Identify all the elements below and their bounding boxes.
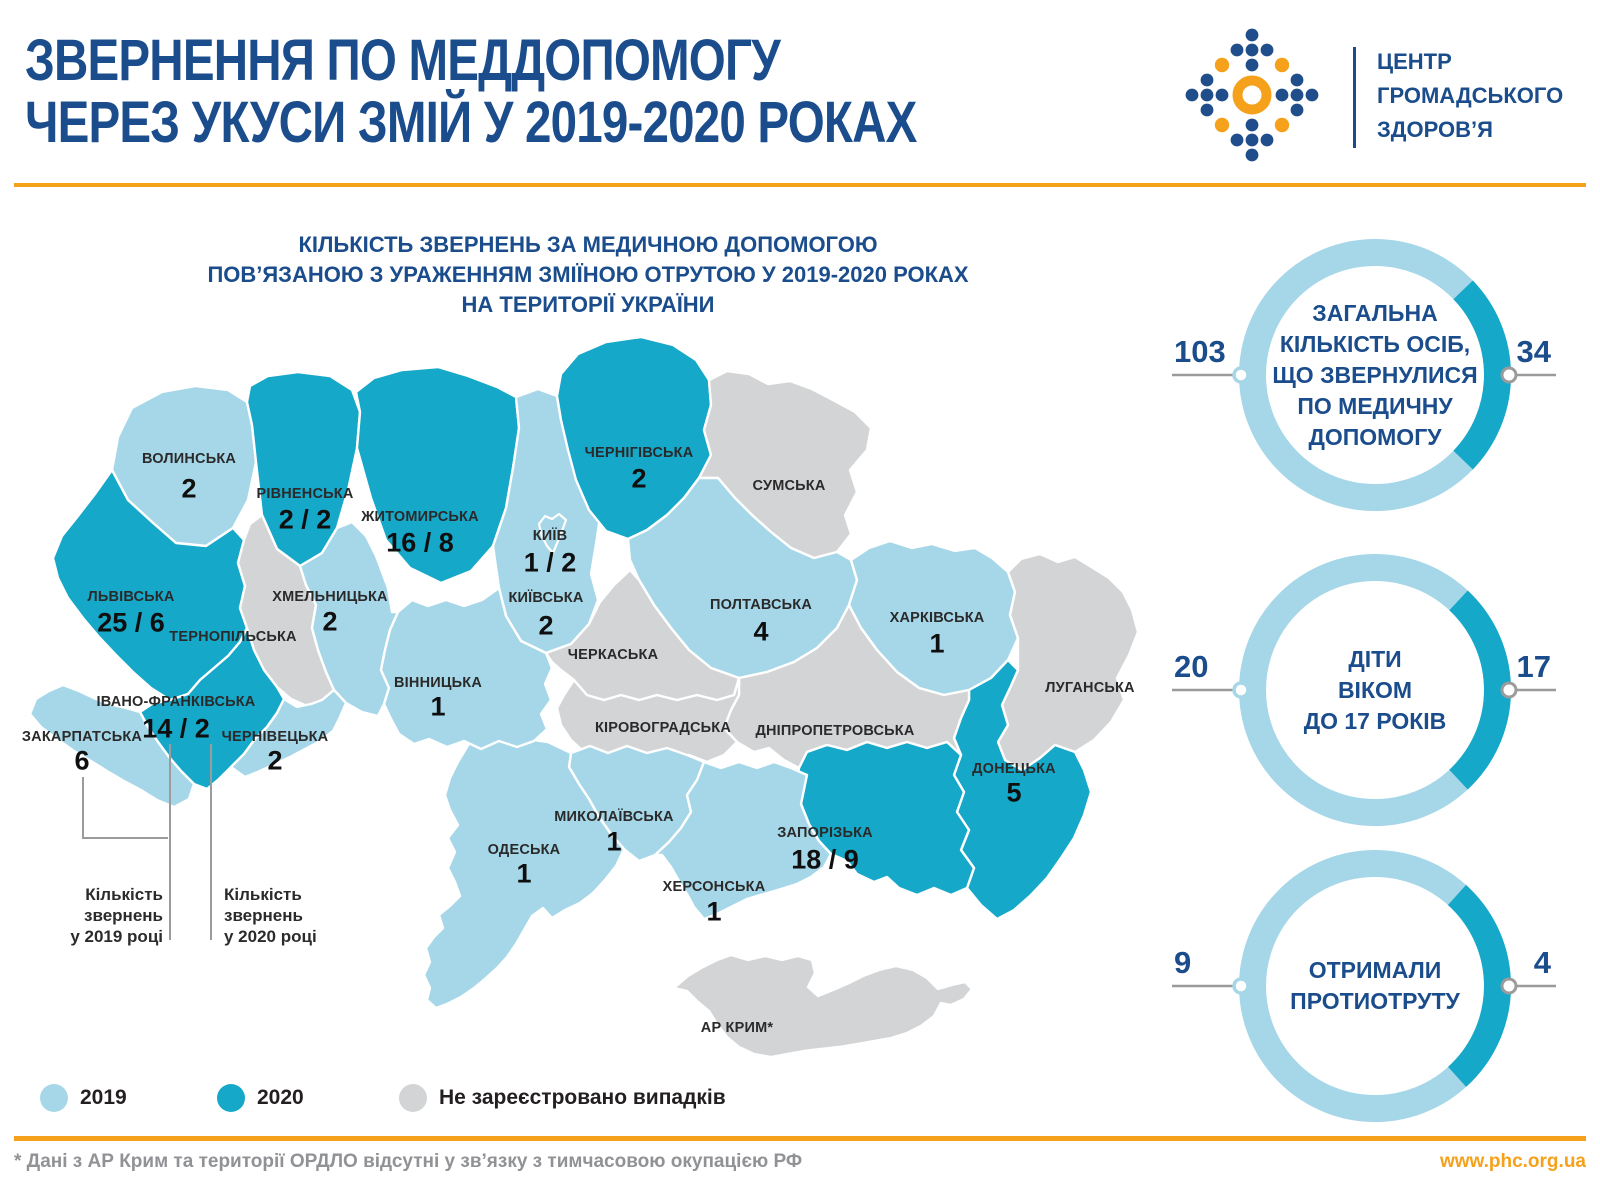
donut-total-2020-segment: [1239, 239, 1511, 511]
legend-item-2019: 2019: [40, 1084, 127, 1112]
donut-antivenom: [1172, 850, 1556, 1122]
donut-total-label: ЗАГАЛЬНА КІЛЬКІСТЬ ОСІБ, ЩО ЗВЕРНУЛИСЯ П…: [1272, 299, 1478, 450]
logo-divider: [1353, 47, 1356, 148]
donut-children-label: ДІТИ ВІКОМ ДО 17 РОКІВ: [1303, 645, 1447, 734]
region-cherkasy-shape: [544, 568, 741, 702]
callout-dot-right: [1500, 977, 1518, 995]
donut-antivenom-label: ОТРИМАЛИ ПРОТИОТРУТУ: [1290, 957, 1460, 1014]
donut-antivenom-2020-segment: [1239, 850, 1511, 1122]
legend-swatch-no-cases: [399, 1084, 427, 1112]
region-zakarpattia-shape: [28, 683, 196, 809]
annotation-2019: Кількість звернень у 2019 році: [70, 885, 163, 946]
region-kherson-shape: [653, 760, 833, 921]
annotation-2020: Кількість звернень у 2020 році: [224, 885, 317, 946]
region-vinnytsia-shape: [379, 586, 554, 751]
page-title: ЗВЕРНЕННЯ ПО МЕДДОПОМОГУ ЧЕРЕЗ УКУСИ ЗМІ…: [25, 28, 917, 155]
header-divider-rule: [14, 183, 1586, 187]
donut-total-2019-value: 103: [1174, 334, 1226, 369]
logo-text: ЦЕНТР ГРОМАДСЬКОГО ЗДОРОВ’Я: [1377, 49, 1564, 142]
footer-website-link[interactable]: www.phc.org.ua: [1439, 1151, 1586, 1172]
annotation-connectors: [82, 744, 212, 940]
callout-dot-left: [1232, 366, 1250, 384]
callout-dot-right: [1500, 681, 1518, 699]
donut-total-2020-value: 34: [1516, 334, 1551, 369]
region-crimea-shape: [672, 953, 974, 1059]
region-chernivtsi-shape: [229, 688, 348, 779]
legend-label-2020: 2020: [257, 1086, 304, 1109]
callout-dot-right: [1500, 366, 1518, 384]
callout-dot-left: [1232, 681, 1250, 699]
legend-label-no-cases: Не зареєстровано випадків: [439, 1086, 726, 1109]
legend-swatch-2020: [217, 1084, 245, 1112]
legend-label-2019: 2019: [80, 1086, 127, 1109]
region-kyiv_city-shape: [537, 512, 568, 555]
donut-children-2019-value: 20: [1174, 649, 1209, 684]
phc-logo-icon: [1185, 28, 1319, 162]
donut-total: [1172, 239, 1556, 511]
connector-line-zakarpattia: [82, 777, 168, 839]
donut-children: [1172, 554, 1556, 827]
legend-item-2020: 2020: [217, 1084, 304, 1112]
phc-logo: ЦЕНТР ГРОМАДСЬКОГО ЗДОРОВ’Я: [1180, 12, 1590, 177]
footer-divider-rule: [14, 1136, 1586, 1141]
region-odesa-shape: [422, 734, 626, 1010]
callout-dot-left: [1232, 977, 1250, 995]
legend-item-no-cases: Не зареєстровано випадків: [399, 1084, 726, 1112]
footer-note: * Дані з АР Крим та території ОРДЛО відс…: [14, 1151, 803, 1172]
donut-antivenom-2020-value: 4: [1533, 945, 1551, 980]
donut-children-2020-segment: [1239, 554, 1511, 827]
legend-swatch-2019: [40, 1084, 68, 1112]
donut-antivenom-2019-value: 9: [1174, 945, 1192, 980]
donut-children-2020-value: 17: [1516, 649, 1551, 684]
map-title: КІЛЬКІСТЬ ЗВЕРНЕНЬ ЗА МЕДИЧНОЮ ДОПОМОГОЮ…: [207, 232, 969, 317]
region-rivne-shape: [245, 370, 362, 568]
